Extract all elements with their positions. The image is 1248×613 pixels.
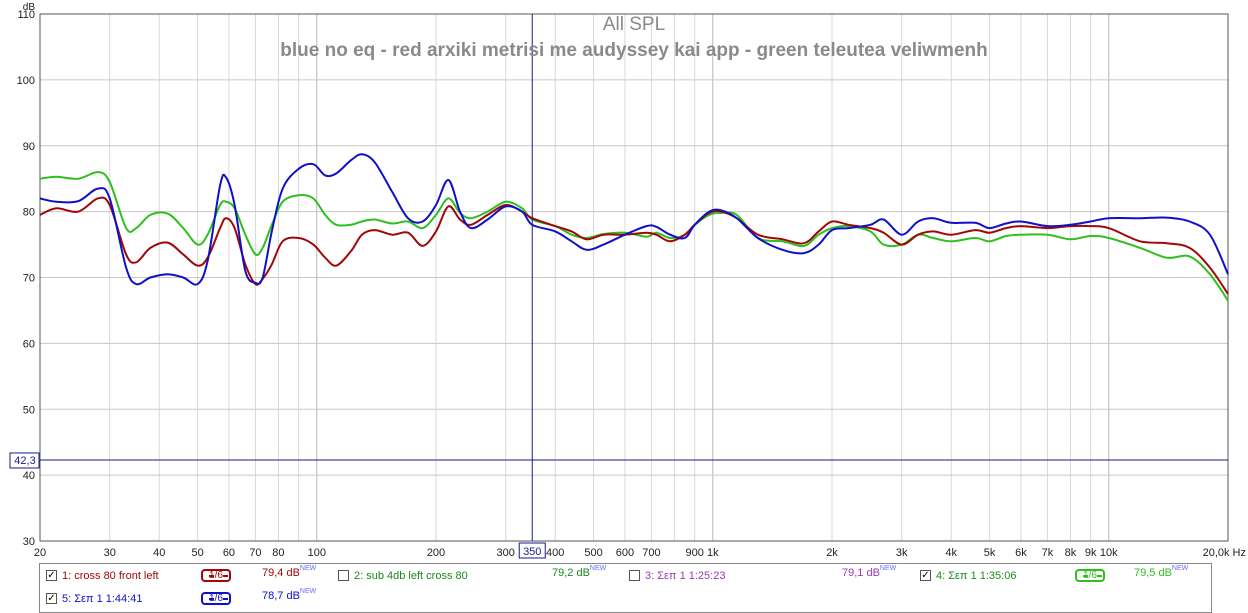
legend-item-2-label: 2: sub 4db left cross 80 xyxy=(354,570,468,582)
series-line-red xyxy=(39,196,1229,295)
legend-item-5[interactable]: ✓ 5: Σεπ 1 1:44:41 xyxy=(46,590,206,608)
legend-item-4-checkbox[interactable]: ✓ xyxy=(920,570,931,581)
x-tick-label: 8k xyxy=(1065,547,1077,559)
legend-item-5-label: 5: Σεπ 1 1:44:41 xyxy=(62,593,143,605)
cursor-y-readout: 42,3 xyxy=(14,455,35,467)
x-tick-label: 4k xyxy=(945,547,957,559)
y-tick-label: 90 xyxy=(23,141,35,153)
legend-item-3[interactable]: 3: Σεπ 1 1:25:23 xyxy=(629,567,789,585)
y-tick-label: 80 xyxy=(23,207,35,219)
legend-item-3-value: 79,1 dBNEW xyxy=(842,565,897,579)
x-tick-label: 30 xyxy=(104,547,116,559)
legend-item-1-label: 1: cross 80 front left xyxy=(62,570,159,582)
x-tick-label: 80 xyxy=(272,547,284,559)
x-tick-label: 20 xyxy=(34,547,46,559)
y-tick-label: 110 xyxy=(17,9,35,21)
legend-item-2-checkbox[interactable] xyxy=(338,570,349,581)
legend-item-1[interactable]: ✓ 1: cross 80 front left xyxy=(46,567,206,585)
legend-item-3-checkbox[interactable] xyxy=(629,570,640,581)
x-tick-label: 1k xyxy=(707,547,719,559)
y-tick-label: 60 xyxy=(23,338,35,350)
legend-item-3-label: 3: Σεπ 1 1:25:23 xyxy=(645,570,726,582)
x-tick-label: 60 xyxy=(223,547,235,559)
legend-item-4-smoothing-button[interactable]: 1/6 xyxy=(1075,569,1105,582)
y-tick-label: 50 xyxy=(23,404,35,416)
legend-item-1-checkbox[interactable]: ✓ xyxy=(46,570,57,581)
x-tick-label: 900 xyxy=(685,547,703,559)
plot-border xyxy=(39,13,1229,542)
x-tick-label: 300 xyxy=(497,547,515,559)
x-tick-label: 50 xyxy=(191,547,203,559)
legend-item-4-label: 4: Σεπ 1 1:35:06 xyxy=(936,570,1017,582)
y-tick-label: 70 xyxy=(23,273,35,285)
legend-item-1-smoothing-button[interactable]: 1/6 xyxy=(201,569,231,582)
x-tick-label: 700 xyxy=(642,547,660,559)
legend-item-5-smoothing-button[interactable]: 1/6 xyxy=(201,592,231,605)
legend-item-4-value: 79,5 dBNEW xyxy=(1134,565,1189,579)
x-tick-label: 400 xyxy=(546,547,564,559)
y-axis-label: dB xyxy=(23,2,36,13)
legend-panel: ✓ 1: cross 80 front left 1/6 79,4 dBNEW … xyxy=(39,563,1212,613)
x-tick-label: 40 xyxy=(153,547,165,559)
chart-subtitle: blue no eq - red arxiki metrisi me audys… xyxy=(280,40,988,61)
x-tick-label: 10k xyxy=(1100,547,1118,559)
x-tick-label: 7k xyxy=(1042,547,1054,559)
legend-item-2[interactable]: 2: sub 4db left cross 80 xyxy=(338,567,518,585)
x-tick-label: 5k xyxy=(984,547,996,559)
legend-item-2-value: 79,2 dBNEW xyxy=(552,565,607,579)
legend-item-1-value: 79,4 dBNEW xyxy=(262,565,317,579)
x-tick-label: 20,0k Hz xyxy=(1203,547,1246,559)
x-tick-label: 500 xyxy=(584,547,602,559)
x-tick-label: 3k xyxy=(896,547,908,559)
y-tick-label: 30 xyxy=(23,536,35,548)
x-tick-label: 70 xyxy=(249,547,261,559)
cursor-x-readout-box xyxy=(518,542,546,559)
legend-item-5-checkbox[interactable]: ✓ xyxy=(46,593,57,604)
x-tick-label: 6k xyxy=(1015,547,1027,559)
y-tick-label: 100 xyxy=(17,75,35,87)
x-tick-label: 100 xyxy=(308,547,326,559)
x-tick-label: 2k xyxy=(826,547,838,559)
x-tick-label: 9k xyxy=(1085,547,1097,559)
y-tick-label: 40 xyxy=(23,470,35,482)
legend-item-5-value: 78,7 dBNEW xyxy=(262,588,317,602)
x-tick-label: 200 xyxy=(427,547,445,559)
chart-title: All SPL xyxy=(602,14,666,35)
x-tick-label: 600 xyxy=(616,547,634,559)
cursor-y-readout-box xyxy=(9,452,40,469)
series-line-blue xyxy=(39,153,1229,286)
cursor-x-readout: 350 xyxy=(523,546,541,558)
legend-item-4[interactable]: ✓ 4: Σεπ 1 1:35:06 xyxy=(920,567,1080,585)
